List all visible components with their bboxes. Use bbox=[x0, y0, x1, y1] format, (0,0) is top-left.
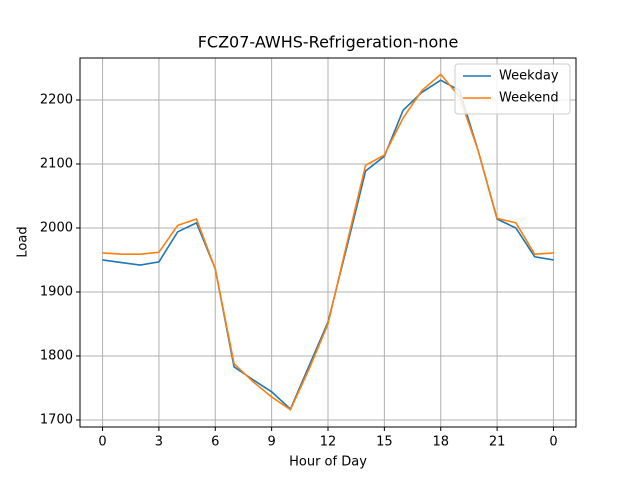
x-tick-label: 12 bbox=[320, 435, 337, 450]
x-tick-label: 0 bbox=[98, 435, 106, 450]
x-tick-label: 18 bbox=[432, 435, 449, 450]
y-tick-label: 1900 bbox=[40, 284, 73, 299]
x-tick-label: 0 bbox=[549, 435, 557, 450]
plot-frame bbox=[79, 57, 577, 428]
x-tick-label: 9 bbox=[267, 435, 275, 450]
y-tick-label: 2000 bbox=[40, 220, 73, 235]
x-tick-label: 6 bbox=[211, 435, 219, 450]
x-tick-label: 21 bbox=[489, 435, 506, 450]
legend: Weekday Weekend bbox=[454, 63, 571, 115]
y-tick-label: 2100 bbox=[40, 156, 73, 171]
y-tick-label: 1700 bbox=[40, 412, 73, 427]
y-axis-label: Load bbox=[16, 226, 31, 257]
chart-title: FCZ07-AWHS-Refrigeration-none bbox=[198, 33, 459, 52]
x-axis-label: Hour of Day bbox=[289, 455, 367, 470]
series-line bbox=[102, 73, 554, 411]
x-tick-label: 15 bbox=[376, 435, 393, 450]
legend-label: Weekday bbox=[499, 69, 559, 84]
y-tick-label: 1800 bbox=[40, 348, 73, 363]
y-tick-label: 2200 bbox=[40, 92, 73, 107]
legend-label: Weekend bbox=[499, 91, 559, 106]
x-tick-label: 3 bbox=[155, 435, 163, 450]
